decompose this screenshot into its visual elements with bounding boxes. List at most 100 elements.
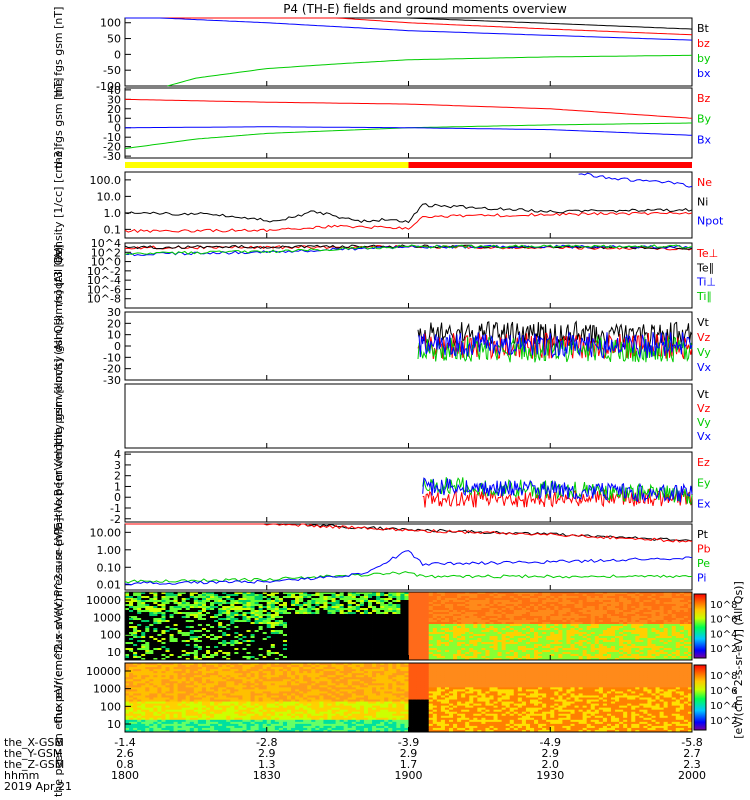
legend-label: Ne [697,176,712,189]
ephemeris-value: 2.0 [542,758,560,771]
y-tick-label: 0 [114,48,121,61]
series-line-3-Ne [124,211,693,234]
y-tick-label: 1 [114,480,121,493]
ephemeris-value: 1.3 [258,758,276,771]
y-axis-label: the fgs gsm [nT] [52,7,65,98]
y-tick-label: 1000 [93,611,121,624]
legend-label: By [697,113,712,126]
legend-label: Ti⊥ [696,276,716,289]
colorbar-tick-label: 10^6 [710,615,737,626]
legend-label: Ex [697,497,711,510]
panel-4: 10^410^210^010^-210^-410^-610^-8 Te⊥Te∥ Ti… [52,237,718,309]
colorbar-label: [eV/(cm^2-s-sr-eV)] (All Qs)] [732,581,745,739]
panel-frame [124,523,693,591]
y-tick-label: 10.00 [90,526,122,539]
panel-frame [124,451,693,523]
y-tick-label: 100 [100,700,121,713]
legend-label: Vt [697,388,710,401]
series-line-7-Ey [422,477,693,506]
ephemeris-row-label: hhmm [4,769,39,782]
y-tick-label: 10 [107,329,121,342]
series-line-3-Npot [578,172,693,188]
panel-9: 10000 1000 100 10 10^8 10^6 10^4 10^2 the peir e… [52,528,737,723]
legend-label: Pt [697,528,709,541]
legend-label: by [697,52,711,65]
y-tick-label: -1 [110,502,121,515]
series-line-5-Vx [417,330,693,359]
ephemeris-value: 2.9 [400,747,418,760]
y-tick-label: 2 [114,470,121,483]
legend-label: Ey [697,477,711,490]
legend-label: Te∥ [696,261,714,274]
y-tick-label: 10^-4 [87,274,121,287]
ephemeris-value: 1900 [395,769,423,782]
colorbar-tick-label: 10^2 [710,716,737,727]
y-tick-label: -50 [103,64,121,77]
legend-label: Vx [697,361,712,374]
y-tick-label: 0.01 [97,579,122,592]
y-tick-label: 1.00 [97,544,122,557]
y-axis-label: the peir en eflux eV/(cm^2-s-sr-eV) [52,528,65,723]
panel-1: 100 50 0 -50 -100 Bt bz by bx the fgs gsm [nT] [52,7,711,98]
series-line-1-bx [125,17,693,41]
status-bar-yellow [125,162,409,168]
ephemeris-value: 1930 [536,769,564,782]
y-axis-label: the peer en eflux eV/(cm^2-s-sr-eV) [52,598,65,797]
ephemeris-value: -3.9 [398,736,419,749]
y-tick-label: -20 [103,363,121,376]
ephemeris-value: 1800 [111,769,139,782]
panel-3: 100.0 10.0 1.0 0.1 Ne Ni Npot Density [1/cc] [c… [52,147,724,264]
y-tick-label: 100.0 [90,174,122,187]
legend-label: bx [697,67,711,80]
y-tick-label: -20 [103,141,121,154]
colorbar [693,593,707,659]
ephemeris-row-label: the_X-GSM [4,736,64,749]
y-tick-label: 10000 [86,594,121,607]
y-tick-label: 100 [100,17,121,30]
spectrogram-cells [125,663,693,733]
y-tick-label: 0 [114,122,121,135]
legend-label: Vy [697,346,711,359]
colorbar-tick-label: 10^6 [710,686,737,697]
y-tick-label: 30 [107,93,121,106]
y-tick-label: 10^0 [91,256,121,269]
series-line-1-by [167,54,693,87]
y-tick-label: 10 [107,112,121,125]
colorbar-tick-label: 10^8 [710,600,737,611]
series-line-8-Pi [124,550,693,586]
y-tick-label: -2 [110,513,121,526]
date-label: 2019 Apr 21 [4,780,72,793]
series-line-5-Vt [417,320,693,349]
y-tick-label: 40 [107,84,121,97]
y-tick-label: -30 [103,374,121,387]
y-tick-label: 0.10 [97,561,122,574]
ephemeris-value: 2.3 [683,758,701,771]
legend-label: bz [697,37,710,50]
spectrogram-cells [125,592,693,661]
y-tick-label: -100 [96,80,121,93]
y-tick-label: 0 [114,340,121,353]
colorbar-tick-label: 10^2 [710,644,737,655]
y-tick-label: 4 [114,448,121,461]
ephemeris-value: 1830 [253,769,281,782]
colorbar-tick-label: 10^8 [710,671,737,682]
status-bar-red [408,162,692,168]
ephemeris-value: -2.8 [256,736,277,749]
colorbar-tick-label: 10^4 [710,701,737,712]
series-line-7-Ex [422,477,693,503]
y-tick-label: 10 [107,718,121,731]
y-axis-label: moqt3 [eV] [52,244,65,306]
ephemeris-value: 2000 [678,769,706,782]
y-tick-label: -30 [103,150,121,163]
legend-label: Vt [697,316,710,329]
panel-frame [124,311,693,381]
ephemeris-row-label: the_Z-GSM [4,758,64,771]
y-tick-label: 10^-8 [87,293,121,306]
y-tick-label: 30 [107,306,121,319]
figure-title: P4 (TH-E) fields and ground moments over… [283,2,567,16]
ephemeris-value: -4.9 [540,736,561,749]
ephemeris-value: 1.7 [400,758,418,771]
y-tick-label: 0.1 [104,223,122,236]
